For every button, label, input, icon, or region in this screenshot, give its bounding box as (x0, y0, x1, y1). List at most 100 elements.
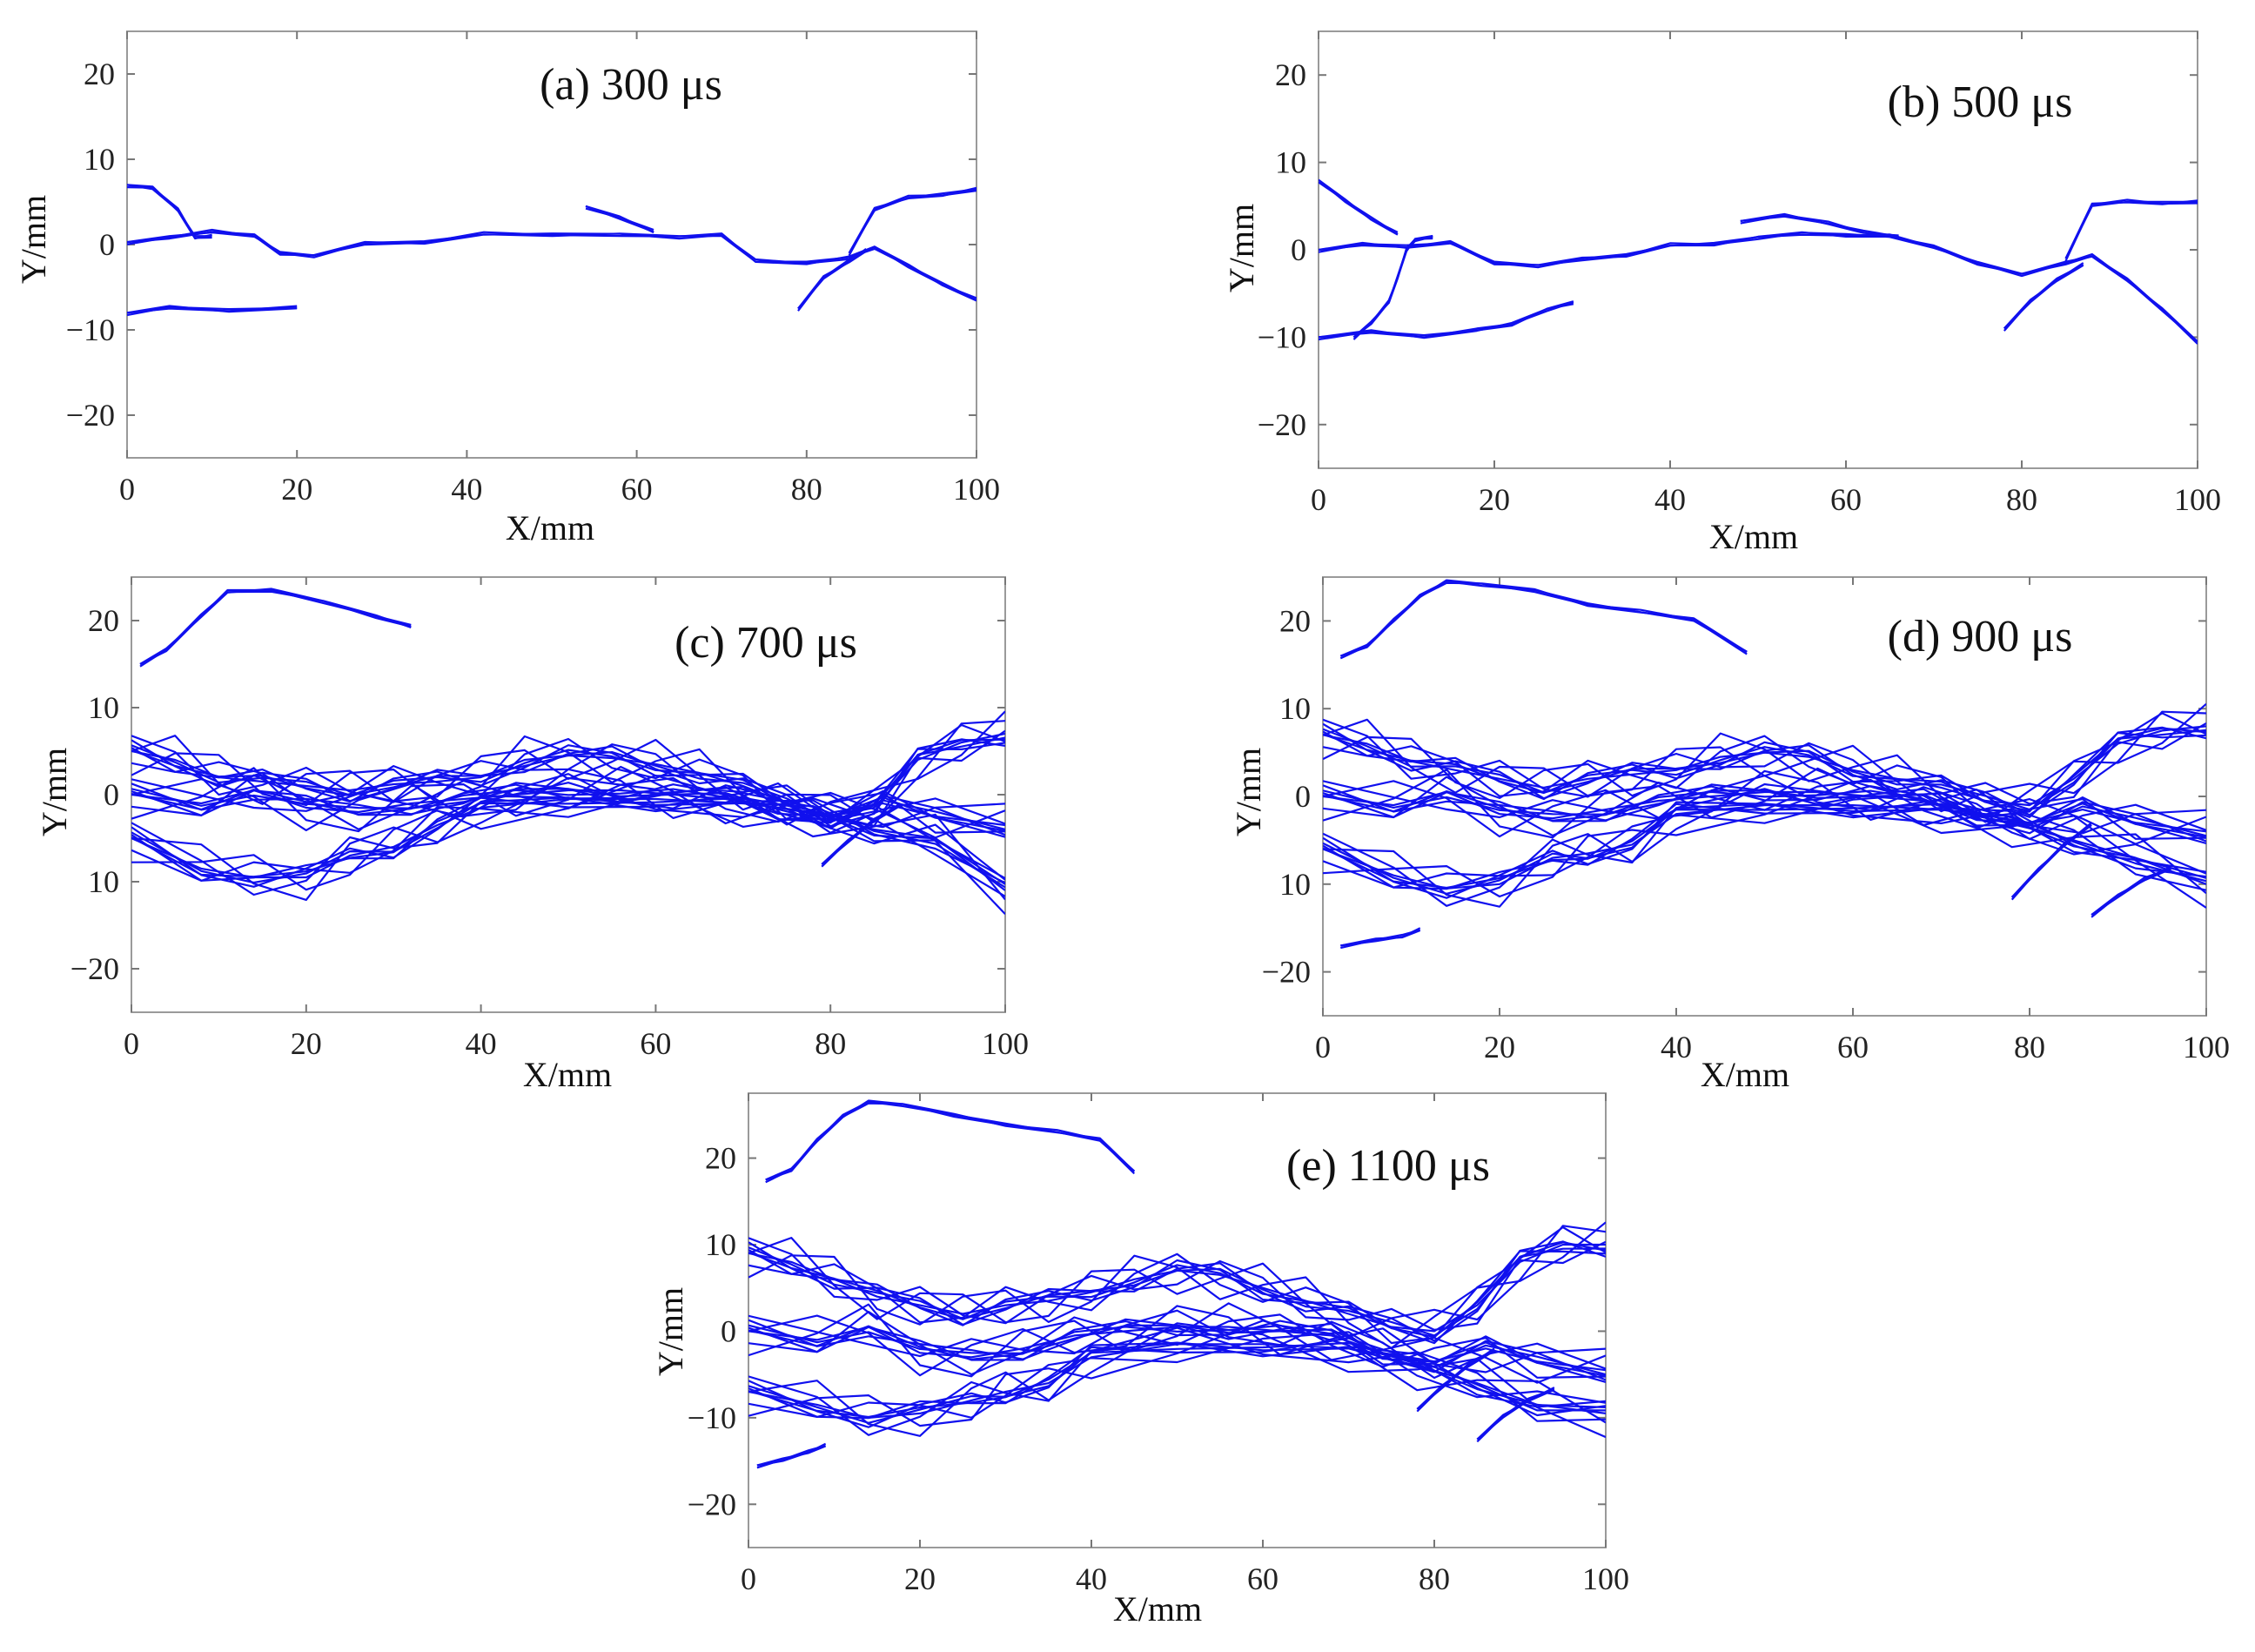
panel-title: (b) 500 μs (1888, 77, 2073, 127)
series-line-top-branch (139, 588, 412, 665)
series-line-right-lower-branch-2 (2091, 867, 2171, 918)
x-tick-label: 20 (291, 1026, 322, 1061)
series-line-right-lower-branch-1 (1416, 1349, 1495, 1413)
x-axis-label: X/mm (1709, 517, 1798, 556)
y-tick-label: −20 (1262, 955, 1311, 990)
x-tick-label: 80 (2014, 1030, 2045, 1064)
y-axis-label: Y/mm (35, 748, 74, 836)
series-line-middle-band (748, 1309, 1606, 1380)
y-tick-label: −20 (70, 951, 119, 986)
series-line-lower-branch (1319, 300, 1574, 341)
panel-title: (e) 1100 μs (1286, 1141, 1490, 1191)
panel-title: (d) 900 μs (1888, 612, 2073, 661)
y-tick-label: 0 (721, 1313, 736, 1348)
x-tick-label: 60 (621, 472, 653, 507)
series-group (1323, 579, 2206, 950)
series-line-mid-upper-branch (585, 205, 654, 233)
series-line-right-upper-branch (848, 190, 976, 257)
y-tick-label: −20 (66, 398, 115, 433)
x-tick-label: 40 (1076, 1561, 1107, 1596)
y-tick-label: −20 (1258, 407, 1306, 442)
series-line-upper-band (748, 1249, 1606, 1345)
panel-title: (a) 300 μs (540, 60, 722, 110)
y-tick-label: 10 (1279, 867, 1311, 902)
y-axis-label: Y/mm (14, 195, 53, 284)
y-tick-label: 0 (1291, 232, 1306, 267)
series-line-upper-band (748, 1241, 1606, 1337)
series-line-middle-band (748, 1324, 1606, 1376)
series-line-bottom-left-fragment (1340, 929, 1420, 950)
series-group (127, 184, 976, 317)
x-tick-label: 40 (1654, 482, 1686, 517)
x-tick-label: 0 (119, 472, 135, 507)
y-tick-label: 20 (84, 57, 115, 91)
series-line-lower-band (131, 796, 1005, 885)
y-tick-label: −20 (688, 1487, 736, 1521)
series-line-upper-band (748, 1221, 1606, 1349)
series-line-mid-upper-branch (585, 207, 654, 232)
y-tick-label: 10 (88, 690, 119, 725)
series-line-upper-band (1323, 730, 2206, 818)
series-group (131, 588, 1005, 915)
y-tick-label: 0 (1295, 779, 1311, 814)
x-tick-label: 40 (466, 1026, 497, 1061)
x-tick-label: 80 (1419, 1561, 1450, 1596)
series-group (748, 1099, 1606, 1469)
y-tick-label: 10 (705, 1227, 736, 1262)
series-line-left-upper-branch (1319, 181, 1399, 236)
y-axis-label: Y/mm (651, 1287, 690, 1376)
x-tick-label: 20 (281, 472, 312, 507)
series-line-upper-band (131, 729, 1005, 824)
series-line-main-crack (127, 231, 976, 301)
y-tick-label: 10 (1279, 691, 1311, 726)
series-line-main-crack (127, 228, 976, 302)
series-line-lower-band (1323, 780, 2206, 898)
x-tick-label: 20 (904, 1561, 936, 1596)
x-tick-label: 40 (451, 472, 482, 507)
x-tick-label: 0 (741, 1561, 756, 1596)
series-line-lower-band (131, 776, 1005, 915)
x-tick-label: 80 (791, 472, 822, 507)
series-line-lower-band (131, 774, 1005, 901)
x-tick-label: 60 (1830, 482, 1862, 517)
y-tick-label: 20 (88, 603, 119, 638)
series-line-lower-band (1323, 802, 2206, 895)
y-tick-label: 20 (1275, 57, 1306, 92)
x-axis-label: X/mm (1113, 1589, 1202, 1628)
series-line-right-lower-branch (821, 804, 902, 868)
x-axis-label: X/mm (506, 508, 594, 547)
series-line-right-upper-branch (2064, 198, 2198, 262)
y-tick-label: −10 (66, 312, 115, 347)
x-tick-label: 80 (2006, 482, 2037, 517)
x-tick-label: 100 (953, 472, 1000, 507)
series-line-upper-band (131, 738, 1005, 828)
series-line-main-crack (1319, 233, 2198, 343)
x-tick-label: 100 (1582, 1561, 1629, 1596)
x-tick-label: 20 (1479, 482, 1510, 517)
series-line-upper-band (748, 1240, 1606, 1342)
y-axis-label: Y/mm (1222, 204, 1261, 292)
panel-title: (c) 700 μs (674, 618, 857, 668)
y-axis-label: Y/mm (1229, 748, 1268, 836)
series-line-middle-band (1323, 769, 2206, 838)
series-line-top-branch (765, 1102, 1136, 1184)
x-tick-label: 100 (982, 1026, 1029, 1061)
series-line-lower-band (1323, 782, 2206, 909)
series-line-right-lower-branch (797, 250, 867, 312)
series-line-upper-band (1323, 722, 2206, 816)
x-tick-label: 20 (1484, 1030, 1515, 1064)
x-tick-label: 60 (1247, 1561, 1279, 1596)
x-tick-label: 100 (2174, 482, 2221, 517)
x-tick-label: 100 (2183, 1030, 2230, 1064)
y-tick-label: −10 (688, 1400, 736, 1435)
x-tick-label: 80 (815, 1026, 846, 1061)
series-line-right-lower-branch-1 (2010, 823, 2092, 901)
y-tick-label: 0 (104, 777, 119, 812)
series-line-middle-band (131, 788, 1005, 830)
y-tick-label: 0 (99, 227, 115, 262)
y-tick-label: 20 (705, 1141, 736, 1176)
